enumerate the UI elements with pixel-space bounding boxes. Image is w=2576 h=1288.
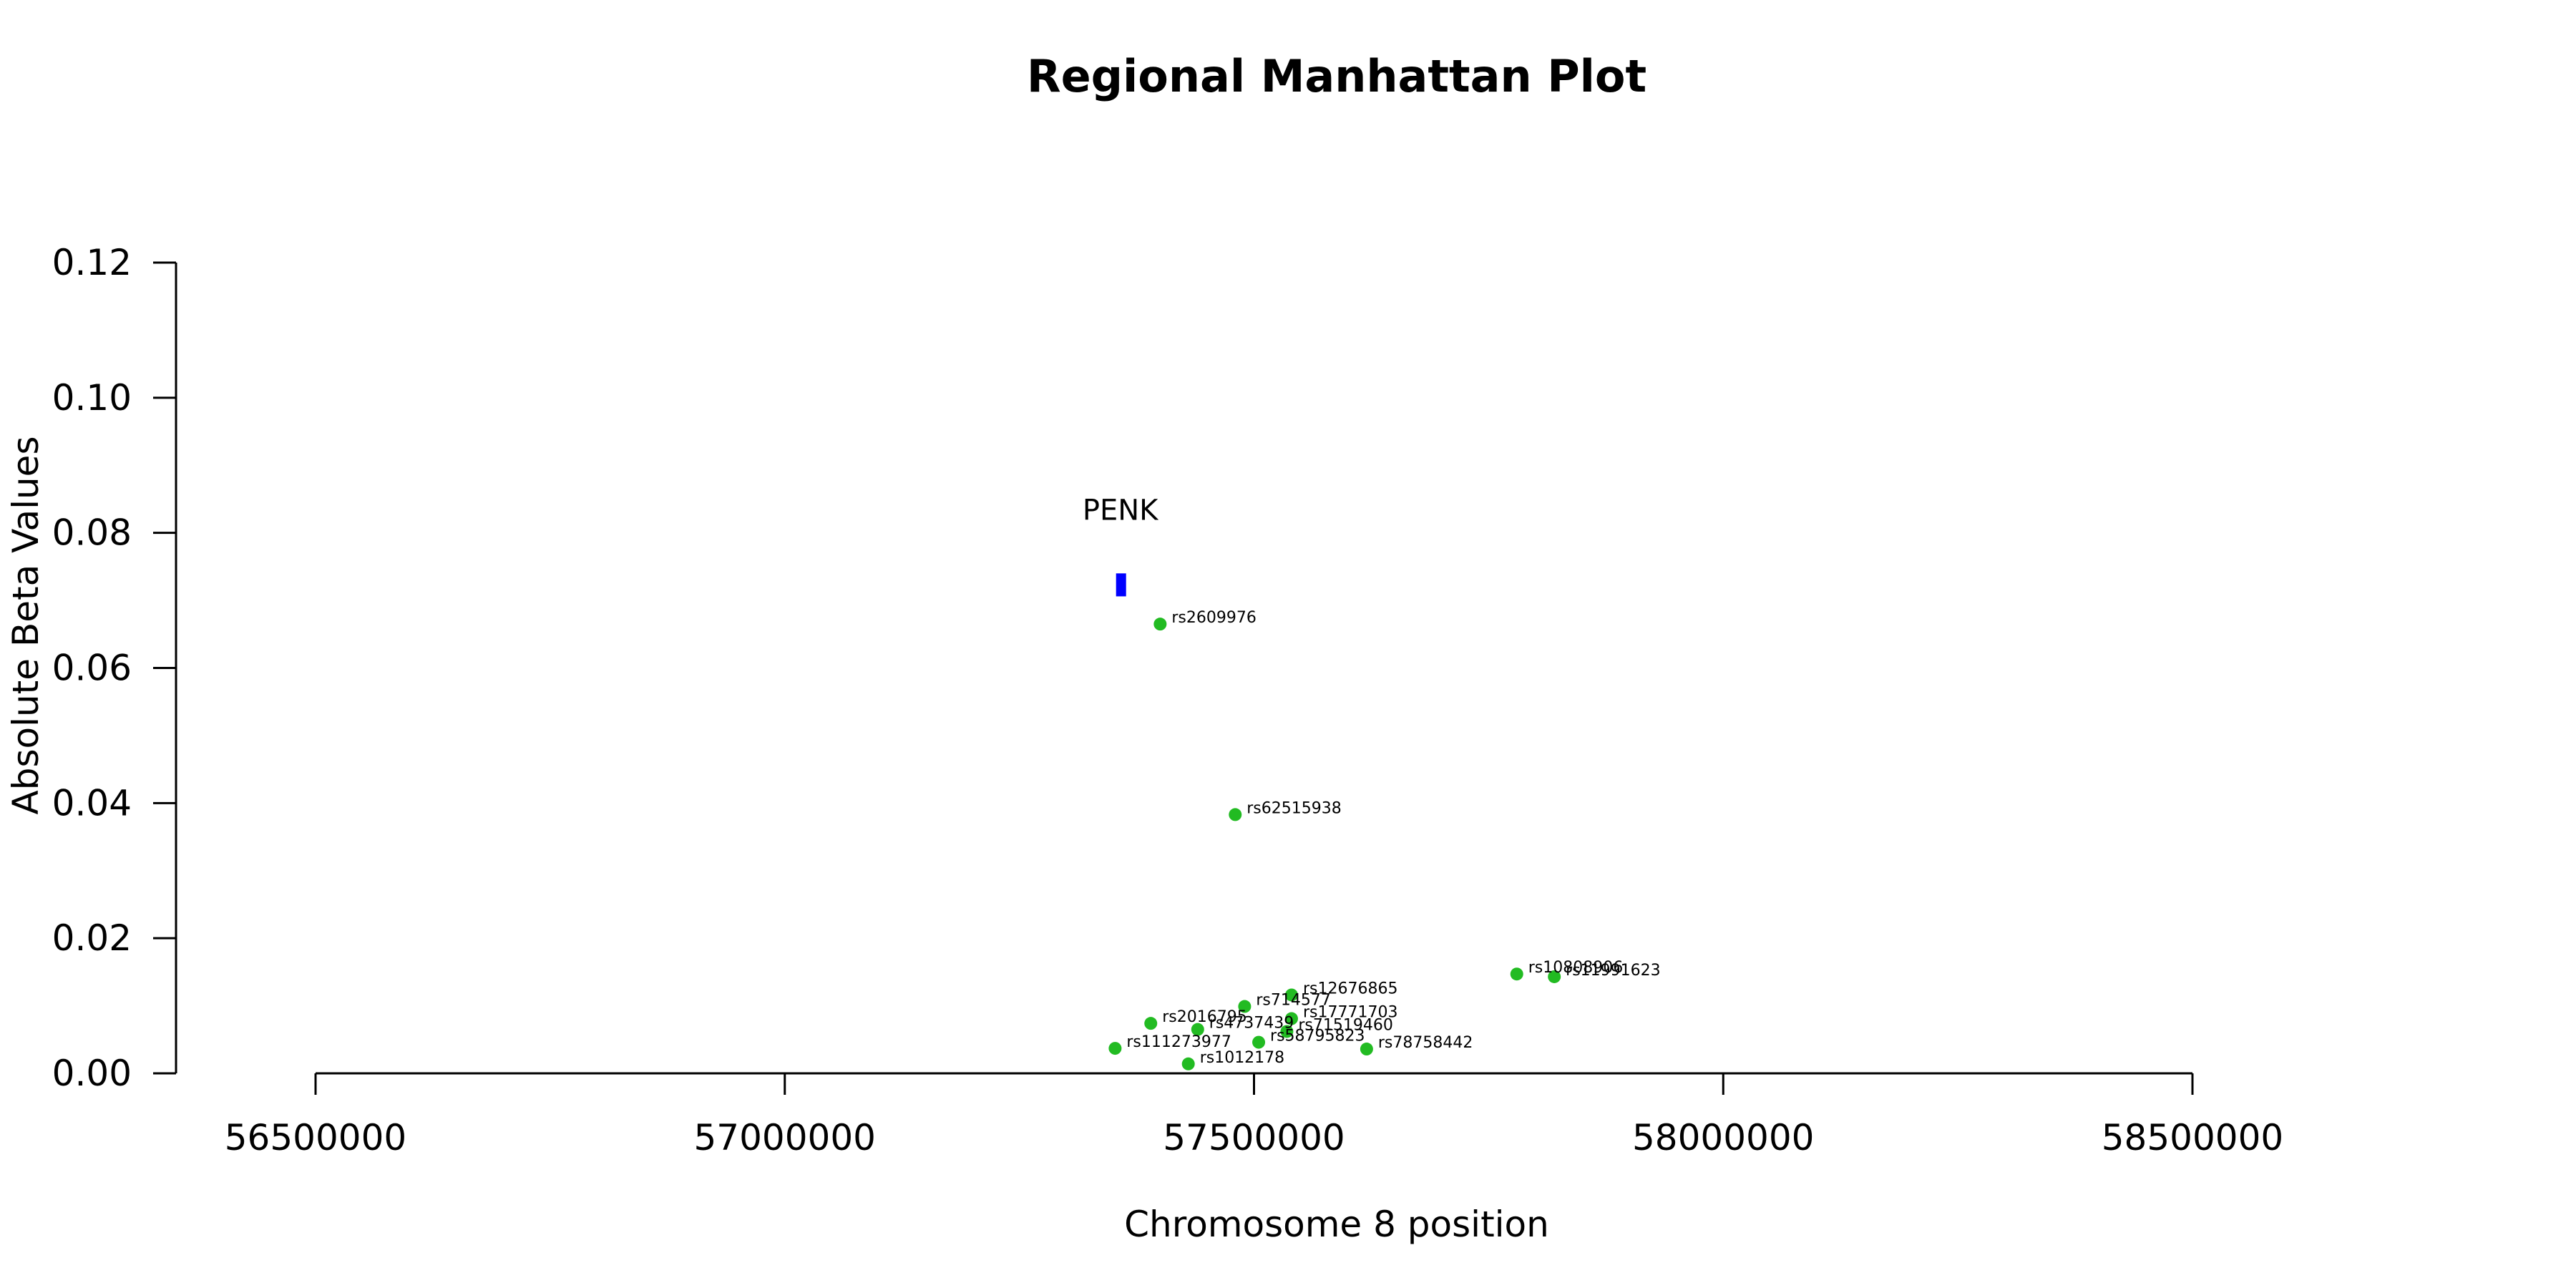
snp-label: rs58795823 <box>1270 1028 1365 1045</box>
y-tick-label: 0.06 <box>52 648 132 689</box>
gene-label: PENK <box>1083 494 1159 527</box>
snp-label: rs2609976 <box>1171 609 1257 627</box>
x-tick-label: 57000000 <box>694 1117 877 1158</box>
snp-label: rs2016795 <box>1162 1008 1247 1026</box>
snp-point <box>1153 618 1167 631</box>
x-tick-label: 58500000 <box>2102 1117 2284 1158</box>
snp-point <box>1144 1017 1158 1030</box>
x-tick-label: 58000000 <box>1632 1117 1815 1158</box>
snp-point <box>1510 967 1523 981</box>
x-axis-label: Chromosome 8 position <box>1124 1204 1549 1245</box>
y-axis: 0.00 0.02 0.04 0.06 0.08 0.10 0.12 <box>52 242 177 1094</box>
x-ticks: 56500000 57000000 57500000 58000000 58500000 <box>225 1073 2284 1158</box>
gene-marker <box>1116 573 1126 597</box>
x-tick-label: 57500000 <box>1163 1117 1345 1158</box>
snp-point <box>1108 1042 1122 1055</box>
y-tick-label: 0.08 <box>52 512 132 554</box>
snp-point <box>1181 1057 1195 1070</box>
snp-point <box>1238 1000 1252 1013</box>
snp-point <box>1360 1043 1373 1056</box>
snp-points <box>1108 618 1561 1070</box>
snp-label: rs12676865 <box>1303 980 1397 997</box>
snp-label: rs1012178 <box>1200 1049 1285 1067</box>
snp-point <box>1191 1023 1204 1036</box>
chart-title: Regional Manhattan Plot <box>1027 50 1646 102</box>
snp-point <box>1252 1035 1266 1049</box>
y-tick-label: 0.00 <box>52 1053 132 1094</box>
y-tick-label: 0.02 <box>52 917 132 959</box>
snp-label: rs11991623 <box>1566 962 1660 980</box>
snp-label: rs111273977 <box>1126 1033 1231 1051</box>
snp-point <box>1284 988 1298 1002</box>
snp-point <box>1284 1012 1298 1025</box>
x-tick-label: 56500000 <box>225 1117 407 1158</box>
x-axis: 56500000 57000000 57500000 58000000 58500000 <box>225 1072 2284 1158</box>
snp-label: rs62515938 <box>1246 799 1341 817</box>
y-tick-label: 0.12 <box>52 242 132 283</box>
gene-annotation: PENK <box>1083 494 1159 597</box>
snp-label: rs17771703 <box>1303 1004 1397 1022</box>
snp-point <box>1548 970 1561 983</box>
snp-point <box>1280 1025 1294 1038</box>
y-tick-label: 0.04 <box>52 782 132 824</box>
snp-label: rs78758442 <box>1378 1034 1473 1052</box>
y-ticks: 0.00 0.02 0.04 0.06 0.08 0.10 0.12 <box>52 242 176 1094</box>
snp-label: rs10808906 <box>1528 959 1623 977</box>
snp-label: rs714577 <box>1256 992 1331 1010</box>
snp-label: rs4737439 <box>1209 1015 1294 1033</box>
snp-label: rs71519460 <box>1298 1016 1392 1034</box>
y-tick-label: 0.10 <box>52 377 132 419</box>
y-axis-label: Absolute Beta Values <box>5 436 47 815</box>
snp-point <box>1229 808 1242 821</box>
